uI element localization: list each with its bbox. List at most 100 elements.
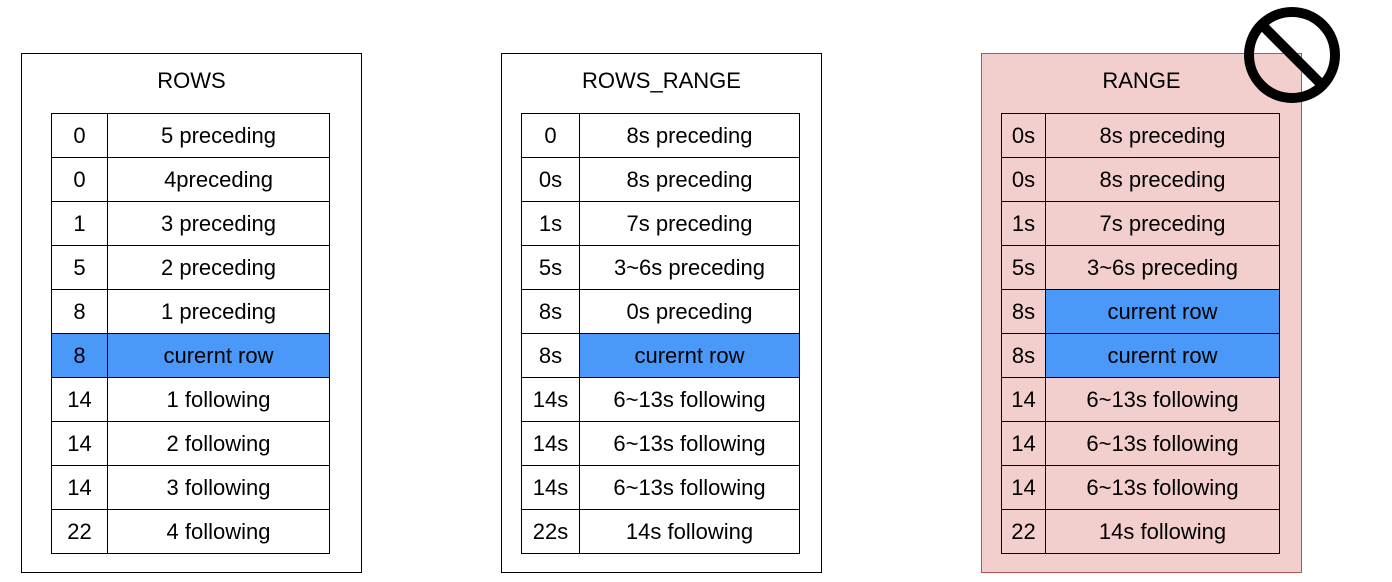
table-row: 22 4 following — [51, 509, 330, 554]
prohibited-icon — [1244, 7, 1340, 103]
prohibited-ring — [1244, 7, 1340, 103]
row-key-cell: 14 — [1001, 421, 1046, 466]
row-key-cell: 1s — [521, 201, 580, 246]
table-row: 22s 14s following — [521, 509, 800, 554]
row-key-cell: 1s — [1001, 201, 1046, 246]
rows-range-table: 0 8s preceding 0s 8s preceding 1s 7s precedin… — [521, 113, 800, 554]
row-key-cell: 14 — [51, 421, 108, 466]
table-row: 5s 3~6s preceding — [521, 245, 800, 290]
row-frame-cell: 3~6s preceding — [579, 245, 800, 290]
row-frame-cell: 6~13s following — [579, 421, 800, 466]
row-key-cell: 8s — [521, 333, 580, 378]
row-frame-cell: 8s preceding — [579, 157, 800, 202]
row-frame-cell: 2 following — [107, 421, 330, 466]
panel-title: ROWS_RANGE — [582, 68, 741, 93]
table-row: 0 8s preceding — [521, 113, 800, 158]
row-frame-cell: 7s preceding — [579, 201, 800, 246]
range-panel: RANGE 0s 8s preceding 0s 8s preceding 1s 7s p… — [981, 53, 1302, 573]
row-frame-cell: 6~13s following — [579, 377, 800, 422]
row-frame-cell: 14s following — [1045, 509, 1280, 554]
prohibited-slash — [1258, 21, 1326, 89]
current-row: 8 curernt row — [51, 333, 330, 378]
table-row: 0 4preceding — [51, 157, 330, 202]
table-row: 14s 6~13s following — [521, 421, 800, 466]
current-row: 8s curernt row — [1001, 333, 1280, 378]
row-frame-cell: 5 preceding — [107, 113, 330, 158]
row-frame-cell: 8s preceding — [579, 113, 800, 158]
row-frame-cell: curernt row — [579, 333, 800, 378]
row-key-cell: 14 — [1001, 377, 1046, 422]
table-row: 14 1 following — [51, 377, 330, 422]
row-key-cell: 14s — [521, 465, 580, 510]
table-row: 14 3 following — [51, 465, 330, 510]
table-row: 14 6~13s following — [1001, 421, 1280, 466]
row-frame-cell: 3~6s preceding — [1045, 245, 1280, 290]
row-frame-cell: 0s preceding — [579, 289, 800, 334]
row-frame-cell: current row — [1045, 289, 1280, 334]
row-frame-cell: 4preceding — [107, 157, 330, 202]
row-key-cell: 0 — [51, 113, 108, 158]
row-key-cell: 0s — [1001, 113, 1046, 158]
row-key-cell: 0s — [1001, 157, 1046, 202]
table-row: 0s 8s preceding — [1001, 157, 1280, 202]
row-key-cell: 14 — [51, 465, 108, 510]
row-key-cell: 22s — [521, 509, 580, 554]
row-key-cell: 1 — [51, 201, 108, 246]
table-row: 5s 3~6s preceding — [1001, 245, 1280, 290]
table-row: 0s 8s preceding — [521, 157, 800, 202]
table-row: 0s 8s preceding — [1001, 113, 1280, 158]
table-row: 1s 7s preceding — [521, 201, 800, 246]
panel-title: ROWS — [157, 68, 226, 93]
row-key-cell: 5s — [1001, 245, 1046, 290]
table-row: 22 14s following — [1001, 509, 1280, 554]
row-frame-cell: 1 following — [107, 377, 330, 422]
row-frame-cell: 3 preceding — [107, 201, 330, 246]
table-row: 14 6~13s following — [1001, 465, 1280, 510]
row-frame-cell: 1 preceding — [107, 289, 330, 334]
row-frame-cell: 6~13s following — [1045, 465, 1280, 510]
row-key-cell: 22 — [51, 509, 108, 554]
row-key-cell: 0s — [521, 157, 580, 202]
current-row: 8s current row — [1001, 289, 1280, 334]
row-key-cell: 8 — [51, 289, 108, 334]
row-key-cell: 22 — [1001, 509, 1046, 554]
table-row: 1s 7s preceding — [1001, 201, 1280, 246]
row-key-cell: 5s — [521, 245, 580, 290]
rows-range-panel: ROWS_RANGE 0 8s preceding 0s 8s preceding 1s… — [501, 53, 822, 573]
row-key-cell: 14s — [521, 421, 580, 466]
row-frame-cell: 8s preceding — [1045, 113, 1280, 158]
row-frame-cell: curernt row — [107, 333, 330, 378]
current-row: 8s curernt row — [521, 333, 800, 378]
row-frame-cell: 6~13s following — [1045, 421, 1280, 466]
row-frame-cell: 14s following — [579, 509, 800, 554]
panel-title: RANGE — [1102, 68, 1181, 93]
row-key-cell: 14 — [51, 377, 108, 422]
row-key-cell: 0 — [521, 113, 580, 158]
row-frame-cell: curernt row — [1045, 333, 1280, 378]
row-frame-cell: 7s preceding — [1045, 201, 1280, 246]
row-key-cell: 8 — [51, 333, 108, 378]
row-key-cell: 14 — [1001, 465, 1046, 510]
row-frame-cell: 6~13s following — [579, 465, 800, 510]
row-key-cell: 14s — [521, 377, 580, 422]
row-key-cell: 5 — [51, 245, 108, 290]
table-row: 14 2 following — [51, 421, 330, 466]
range-table: 0s 8s preceding 0s 8s preceding 1s 7s precedi… — [1001, 113, 1280, 554]
row-key-cell: 8s — [1001, 289, 1046, 334]
row-frame-cell: 4 following — [107, 509, 330, 554]
table-row: 14s 6~13s following — [521, 465, 800, 510]
row-frame-cell: 3 following — [107, 465, 330, 510]
row-key-cell: 8s — [521, 289, 580, 334]
table-row: 8s 0s preceding — [521, 289, 800, 334]
row-key-cell: 0 — [51, 157, 108, 202]
row-key-cell: 8s — [1001, 333, 1046, 378]
table-row: 14 6~13s following — [1001, 377, 1280, 422]
row-frame-cell: 6~13s following — [1045, 377, 1280, 422]
row-frame-cell: 2 preceding — [107, 245, 330, 290]
